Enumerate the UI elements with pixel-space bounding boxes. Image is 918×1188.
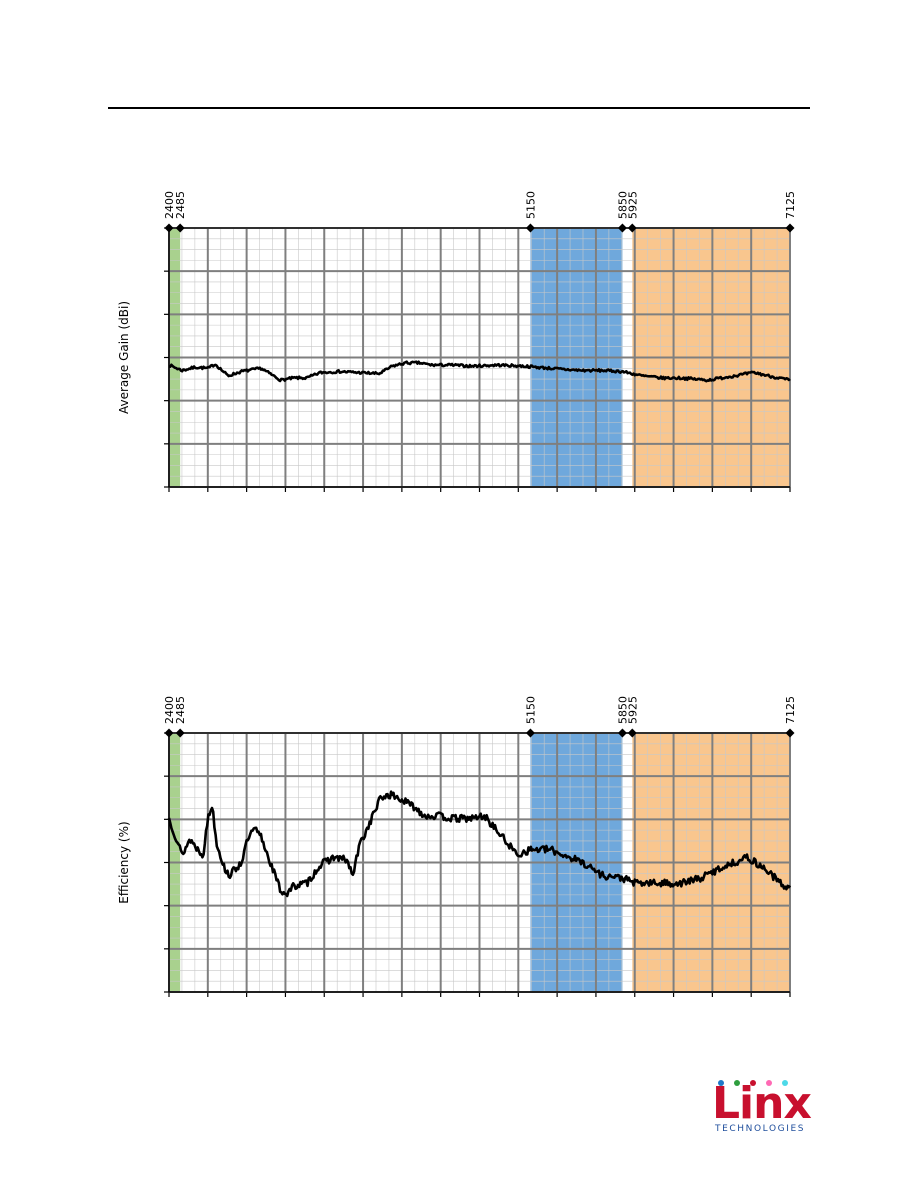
frequency-marker-label: 5850	[616, 696, 629, 724]
frequency-marker	[525, 223, 535, 233]
y-axis-label: Efficiency (%)	[117, 821, 131, 903]
frequency-marker-label: 5150	[524, 696, 537, 724]
logo-dot	[718, 1080, 724, 1086]
frequency-marker-label: 5850	[616, 191, 629, 219]
frequency-marker	[525, 728, 535, 738]
frequency-marker	[627, 223, 637, 233]
frequency-marker-label: 2485	[174, 191, 187, 219]
frequency-marker	[785, 728, 795, 738]
frequency-marker	[617, 223, 627, 233]
frequency-marker-label: 2485	[174, 696, 187, 724]
y-axis-label: Average Gain (dBi)	[117, 301, 131, 414]
frequency-marker-label: 5925	[626, 696, 639, 724]
logo-dot	[750, 1080, 756, 1086]
frequency-marker-label: 2400	[163, 696, 176, 724]
logo-dot	[766, 1080, 772, 1086]
data-series-line	[167, 790, 792, 898]
data-series-line	[168, 360, 791, 383]
frequency-marker	[627, 728, 637, 738]
logo-subtitle: TECHNOLOGIES	[715, 1124, 806, 1134]
frequency-marker	[175, 728, 185, 738]
frequency-marker	[617, 728, 627, 738]
logo-wordmark: Linx	[712, 1078, 812, 1129]
frequency-marker-label: 2400	[163, 191, 176, 219]
frequency-marker	[164, 223, 174, 233]
frequency-marker-label: 7125	[784, 191, 797, 219]
frequency-marker	[785, 223, 795, 233]
logo-dot	[734, 1080, 740, 1086]
frequency-marker-label: 7125	[784, 696, 797, 724]
logo-dot	[782, 1080, 788, 1086]
frequency-marker-label: 5925	[626, 191, 639, 219]
frequency-marker	[164, 728, 174, 738]
company-logo: Linx TECHNOLOGIES	[712, 1078, 812, 1136]
frequency-marker-label: 5150	[524, 191, 537, 219]
frequency-marker	[175, 223, 185, 233]
header-rule	[108, 107, 810, 109]
